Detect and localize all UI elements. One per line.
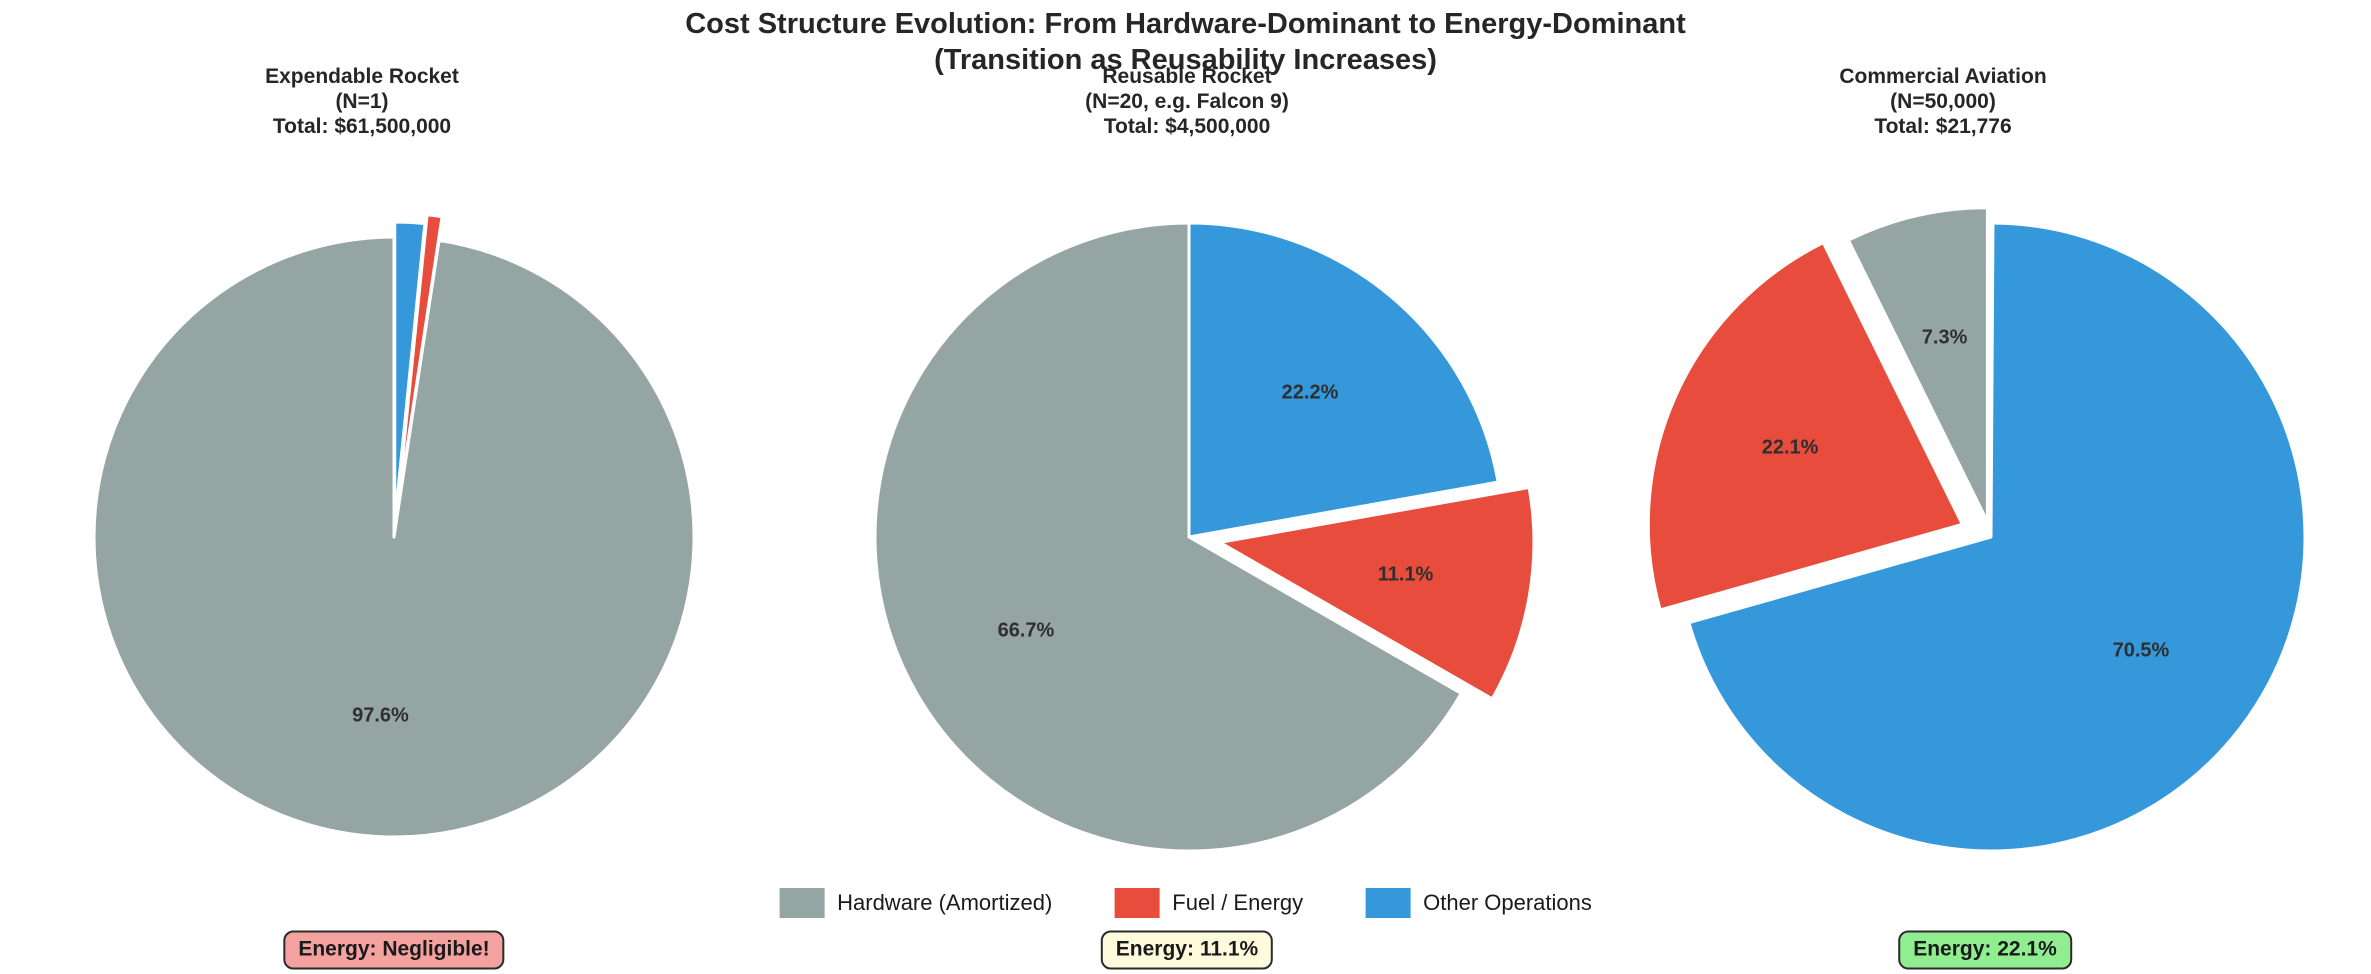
pie3-title-line1: Commercial Aviation: [1839, 65, 2047, 88]
pie3-pct-label-hardware-amortized: 7.3%: [1921, 326, 1968, 349]
pie3-slice-fuel-energy: [1646, 241, 1964, 612]
pie1-energy-annotation: Energy: Negligible!: [283, 930, 505, 970]
pie1-title-line3: Total: $61,500,000: [272, 115, 452, 138]
pie3-title-line2: (N=50,000): [1890, 90, 1996, 113]
pie2-title-line2: (N=20, e.g. Falcon 9): [1085, 90, 1289, 113]
legend-swatch-hardware: [779, 888, 825, 918]
pie2-slice-hardware-amortized: [873, 221, 1463, 853]
pie3-pct-label-fuel-energy: 22.1%: [1761, 436, 1819, 459]
legend-item-hardware-amortized: Hardware (Amortized): [779, 888, 1052, 918]
pie2-pct-label-fuel-energy: 11.1%: [1377, 563, 1434, 586]
pie1-title: Expendable Rocket (N=1) Total: $61,500,000: [12, 64, 712, 139]
pie2-slice-fuel-energy: [1218, 485, 1536, 701]
pie2-slice-other-operations: [1187, 221, 1500, 539]
figure-title-line1: Cost Structure Evolution: From Hardware-…: [685, 8, 1686, 40]
pie3-slice-other-operations: [1687, 221, 2307, 853]
pie3-title-line3: Total: $21,776: [1874, 115, 2012, 138]
legend-label-other: Other Operations: [1423, 890, 1592, 915]
pie2-title-line3: Total: $4,500,000: [1103, 115, 1271, 138]
pie2-title-line1: Reusable Rocket: [1102, 65, 1272, 88]
pie1-slice-fuel-energy: [395, 213, 444, 515]
pie1-pct-label-hardware-amortized: 97.6%: [352, 704, 409, 727]
pie3-energy-annotation: Energy: 22.1%: [1898, 930, 2072, 970]
pie3-slice-hardware-amortized: [1846, 206, 1989, 524]
pie2-pct-label-hardware-amortized: 66.7%: [997, 619, 1055, 642]
legend-item-fuel-energy: Fuel / Energy: [1114, 888, 1303, 918]
legend-item-other-operations: Other Operations: [1365, 888, 1592, 918]
legend-swatch-other: [1365, 888, 1411, 918]
figure-title-line2: (Transition as Reusability Increases): [934, 44, 1437, 76]
figure-title: Cost Structure Evolution: From Hardware-…: [0, 6, 2371, 78]
pie2-title: Reusable Rocket (N=20, e.g. Falcon 9) Tota…: [837, 64, 1537, 139]
legend-label-fuel: Fuel / Energy: [1172, 890, 1304, 915]
legend-swatch-fuel: [1114, 888, 1160, 918]
pie2-energy-annotation: Energy: 11.1%: [1100, 930, 1274, 970]
pie2-pct-label-other-operations: 22.2%: [1281, 381, 1339, 404]
legend: Hardware (Amortized) Fuel / Energy Other O…: [779, 888, 1592, 918]
pie3-title: Commercial Aviation (N=50,000) Total: $21,…: [1593, 64, 2293, 139]
pie1-slice-other-operations: [393, 220, 427, 524]
pie1-title-line1: Expendable Rocket: [265, 65, 459, 88]
legend-label-hardware: Hardware (Amortized): [837, 890, 1053, 915]
pie1-slice-hardware-amortized: [92, 235, 696, 839]
pie3-pct-label-other-operations: 70.5%: [2112, 639, 2170, 662]
pie1-title-line2: (N=1): [335, 90, 389, 113]
